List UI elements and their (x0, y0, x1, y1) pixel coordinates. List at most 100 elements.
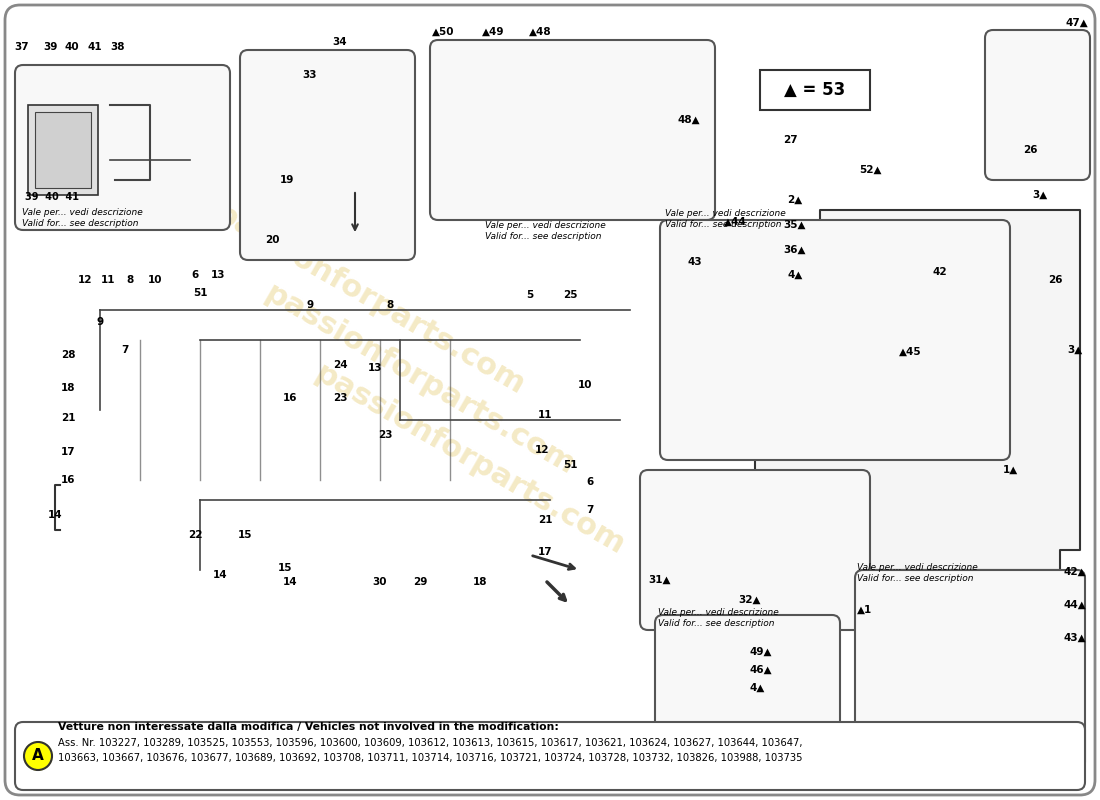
Text: 51: 51 (563, 460, 578, 470)
FancyBboxPatch shape (15, 722, 1085, 790)
Bar (35, 112, 91, 188)
Text: 52▲: 52▲ (859, 165, 881, 175)
Text: 31▲: 31▲ (649, 575, 671, 585)
Text: Vale per... vedi descrizione: Vale per... vedi descrizione (666, 209, 785, 218)
Text: 6: 6 (586, 477, 594, 487)
Text: 13: 13 (211, 270, 226, 280)
Text: 14: 14 (212, 570, 228, 580)
Text: 46▲: 46▲ (750, 665, 772, 675)
Bar (28, 105, 98, 195)
Text: Valid for... see description: Valid for... see description (658, 619, 774, 628)
Text: 14: 14 (283, 577, 297, 587)
Text: 6: 6 (191, 270, 199, 280)
Text: 13: 13 (367, 363, 383, 373)
Text: 25: 25 (563, 290, 578, 300)
Text: 21: 21 (538, 515, 552, 525)
Text: 40: 40 (65, 42, 79, 52)
Text: 12: 12 (535, 445, 549, 455)
Text: 27: 27 (783, 135, 798, 145)
Text: 8: 8 (126, 275, 133, 285)
Text: ▲1: ▲1 (857, 605, 872, 615)
Text: Valid for... see description: Valid for... see description (857, 574, 974, 583)
Text: Valid for... see description: Valid for... see description (485, 232, 602, 241)
Text: 21: 21 (60, 413, 75, 423)
Text: 26: 26 (1023, 145, 1037, 155)
Text: 3▲: 3▲ (1033, 190, 1047, 200)
Text: ▲45: ▲45 (899, 347, 922, 357)
FancyBboxPatch shape (430, 40, 715, 220)
Text: 10: 10 (578, 380, 592, 390)
Text: 43: 43 (688, 257, 702, 267)
Text: Valid for... see description: Valid for... see description (22, 219, 139, 228)
Text: 48▲: 48▲ (678, 115, 700, 125)
Text: Vale per... vedi descrizione: Vale per... vedi descrizione (22, 208, 143, 217)
Text: 16: 16 (60, 475, 75, 485)
Text: passionforparts.com: passionforparts.com (310, 359, 630, 561)
Text: 26: 26 (1047, 275, 1063, 285)
Text: ▲44: ▲44 (724, 217, 747, 227)
Text: 11: 11 (538, 410, 552, 420)
Text: 15: 15 (238, 530, 252, 540)
Circle shape (24, 742, 52, 770)
FancyBboxPatch shape (240, 50, 415, 260)
Text: 18: 18 (60, 383, 75, 393)
Text: 20: 20 (265, 235, 279, 245)
Text: 11: 11 (101, 275, 116, 285)
Text: 7: 7 (586, 505, 594, 515)
Text: 23: 23 (377, 430, 393, 440)
Text: 44▲: 44▲ (1064, 600, 1087, 610)
FancyBboxPatch shape (654, 615, 840, 770)
Text: 103663, 103667, 103676, 103677, 103689, 103692, 103708, 103711, 103714, 103716, : 103663, 103667, 103676, 103677, 103689, … (58, 753, 803, 763)
Text: ▲48: ▲48 (529, 27, 551, 37)
Text: 37: 37 (14, 42, 30, 52)
Text: ▲50: ▲50 (431, 27, 454, 37)
Text: 49▲: 49▲ (750, 647, 772, 657)
FancyBboxPatch shape (15, 65, 230, 230)
Text: 23: 23 (332, 393, 348, 403)
Text: 5: 5 (527, 290, 534, 300)
Text: ▲ = 53: ▲ = 53 (784, 81, 846, 99)
FancyBboxPatch shape (6, 5, 1094, 795)
Text: Vale per... vedi descrizione: Vale per... vedi descrizione (857, 563, 978, 572)
FancyBboxPatch shape (640, 470, 870, 630)
Text: Vetture non interessate dalla modifica / Vehicles not involved in the modificati: Vetture non interessate dalla modifica /… (58, 722, 559, 732)
Text: 32▲: 32▲ (739, 595, 761, 605)
Text: 39: 39 (43, 42, 57, 52)
FancyBboxPatch shape (660, 220, 1010, 460)
Text: 43▲: 43▲ (1064, 633, 1087, 643)
FancyBboxPatch shape (855, 570, 1085, 770)
Text: 17: 17 (60, 447, 75, 457)
Text: 24: 24 (332, 360, 348, 370)
Text: 1▲: 1▲ (1002, 465, 1018, 475)
Text: 9: 9 (97, 317, 103, 327)
Text: 22: 22 (188, 530, 202, 540)
Text: 51: 51 (192, 288, 207, 298)
Polygon shape (755, 210, 1080, 570)
Text: 3▲: 3▲ (1067, 345, 1082, 355)
Text: 42▲: 42▲ (1064, 567, 1087, 577)
Text: 12: 12 (78, 275, 92, 285)
Text: 47▲: 47▲ (1065, 18, 1088, 28)
Text: 18: 18 (473, 577, 487, 587)
Text: 33: 33 (302, 70, 317, 80)
Text: 9: 9 (307, 300, 314, 310)
Text: 4▲: 4▲ (750, 683, 766, 693)
Text: 16: 16 (283, 393, 297, 403)
Text: 38: 38 (111, 42, 125, 52)
Text: A: A (32, 749, 44, 763)
Text: passionforparts.com: passionforparts.com (260, 279, 580, 481)
Text: 17: 17 (538, 547, 552, 557)
Text: 19: 19 (280, 175, 295, 185)
Text: 15: 15 (277, 563, 293, 573)
Text: 29: 29 (412, 577, 427, 587)
Text: 35▲: 35▲ (783, 220, 806, 230)
Text: 8: 8 (386, 300, 394, 310)
Text: 10: 10 (147, 275, 163, 285)
Text: Valid for... see description: Valid for... see description (666, 220, 781, 229)
Bar (760, 70, 870, 110)
Text: 30: 30 (373, 577, 387, 587)
Text: 7: 7 (121, 345, 129, 355)
Text: 28: 28 (60, 350, 75, 360)
Text: 42: 42 (933, 267, 947, 277)
Text: 4▲: 4▲ (788, 270, 803, 280)
